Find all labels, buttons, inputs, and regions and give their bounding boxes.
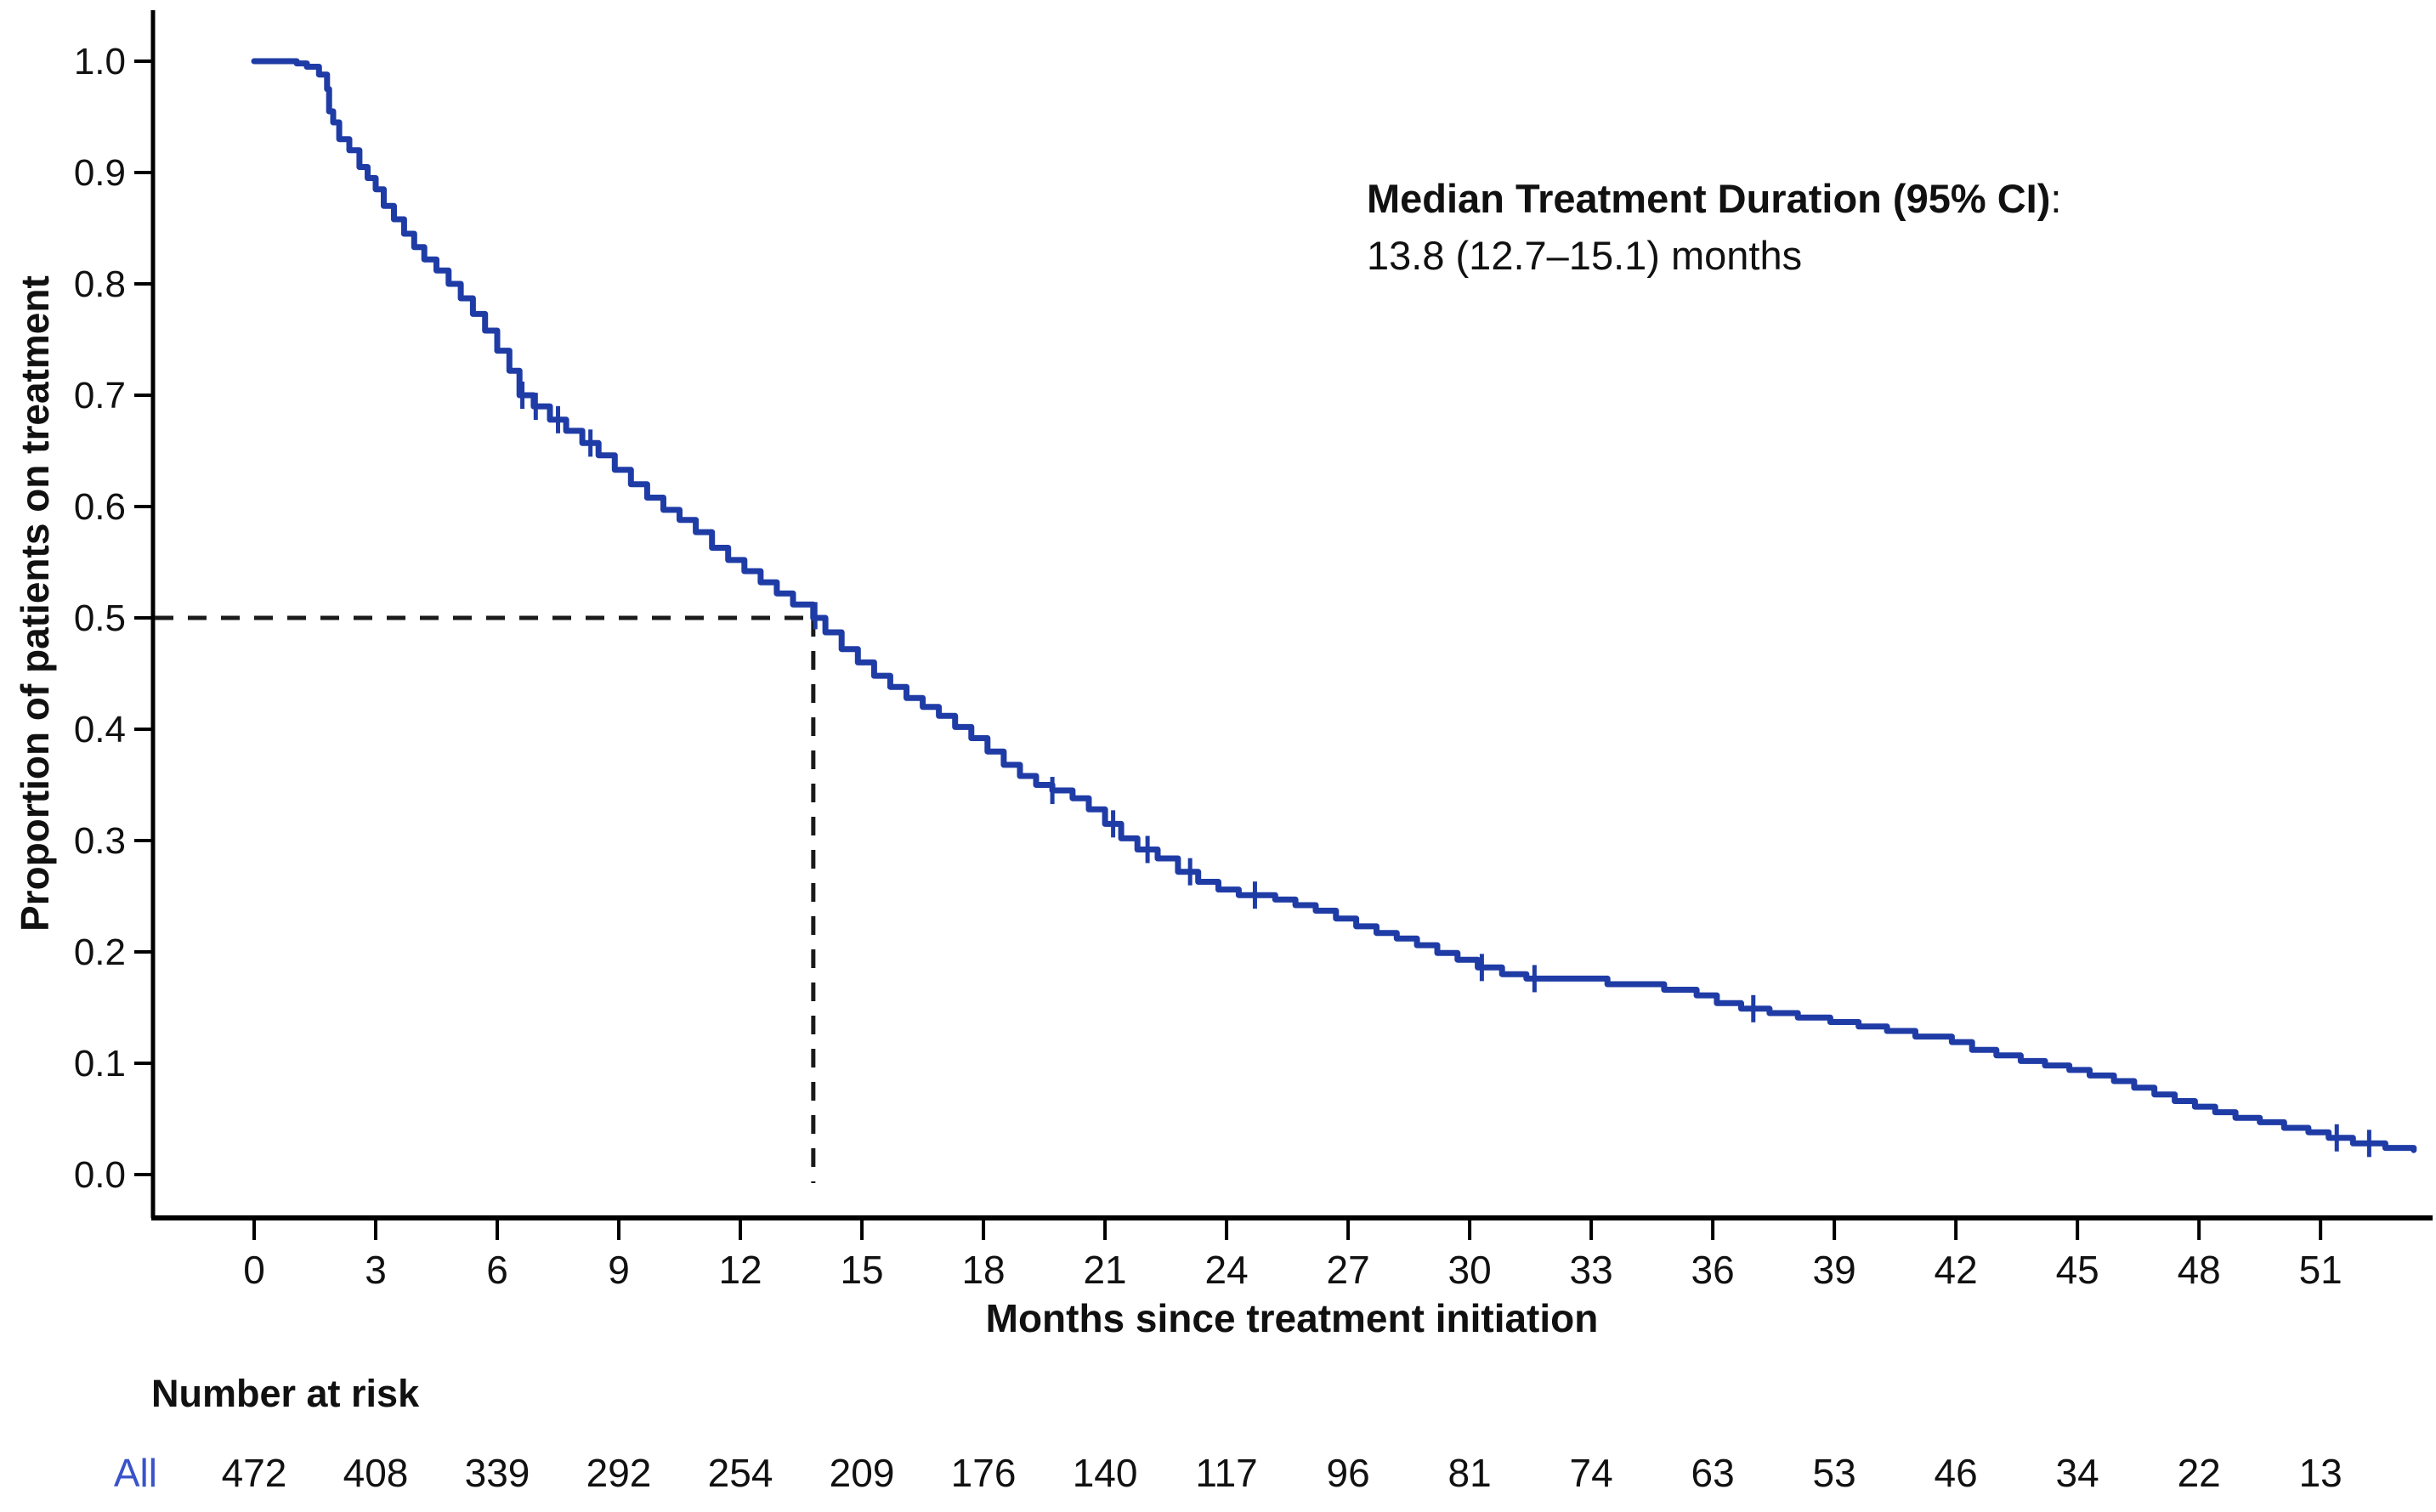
x-tick-label: 3 — [365, 1248, 387, 1292]
x-tick-label: 48 — [2178, 1248, 2221, 1292]
risk-count: 74 — [1569, 1451, 1613, 1495]
risk-count: 63 — [1691, 1451, 1735, 1495]
x-tick-label: 18 — [961, 1248, 1005, 1292]
risk-count: 472 — [221, 1451, 287, 1495]
y-tick-label: 0.2 — [74, 932, 126, 973]
x-tick-label: 15 — [840, 1248, 883, 1292]
x-tick-label: 33 — [1570, 1248, 1613, 1292]
y-tick-label: 1.0 — [74, 41, 126, 82]
number-at-risk-row: All 472 408 339 292 254 209 176 140 117 96 81 74 63 5… — [0, 1450, 2436, 1501]
risk-count: 13 — [2298, 1451, 2343, 1495]
risk-count: 34 — [2055, 1451, 2099, 1495]
risk-count: 81 — [1447, 1451, 1492, 1495]
x-axis-title: Months since treatment initiation — [985, 1296, 1599, 1340]
x-tick-label: 12 — [718, 1248, 762, 1292]
y-tick-label: 0.6 — [74, 486, 126, 528]
y-tick-label: 0.7 — [74, 375, 126, 416]
median-annotation-heading-colon: : — [2050, 176, 2062, 221]
risk-count: 96 — [1326, 1451, 1370, 1495]
y-axis-title: Proportion of patients on treatment — [13, 275, 57, 932]
x-tick-label: 24 — [1204, 1248, 1248, 1292]
y-tick-label: 0.0 — [74, 1154, 126, 1196]
km-curve-all — [251, 58, 2417, 1153]
risk-count: 339 — [464, 1451, 530, 1495]
x-tick-label: 30 — [1448, 1248, 1492, 1292]
risk-count: 408 — [343, 1451, 409, 1495]
median-annotation: Median Treatment Duration (95% CI): 13.8… — [1367, 170, 2061, 284]
x-tick-label: 6 — [486, 1248, 508, 1292]
y-tick-label: 0.1 — [74, 1043, 126, 1084]
x-tick-label: 21 — [1083, 1248, 1126, 1292]
x-tick-label: 27 — [1327, 1248, 1370, 1292]
risk-count: 117 — [1195, 1451, 1258, 1495]
number-at-risk-header: Number at risk — [151, 1372, 420, 1415]
y-tick-label: 0.9 — [74, 152, 126, 194]
x-tick-label: 9 — [608, 1248, 630, 1292]
x-tick-label: 36 — [1691, 1248, 1735, 1292]
y-tick-label: 0.8 — [74, 263, 126, 305]
median-annotation-value: 13.8 (12.7–15.1) months — [1367, 233, 1803, 278]
x-tick-label: 0 — [243, 1248, 265, 1292]
risk-count: 53 — [1812, 1451, 1856, 1495]
risk-count: 140 — [1072, 1451, 1138, 1495]
risk-count: 46 — [1934, 1451, 1978, 1495]
x-tick-label: 42 — [1935, 1248, 1978, 1292]
risk-group-label-all: All — [113, 1451, 157, 1495]
median-annotation-heading-bold: Median Treatment Duration (95% CI) — [1367, 176, 2051, 221]
x-tick-label: 39 — [1813, 1248, 1856, 1292]
risk-count: 254 — [707, 1451, 773, 1495]
y-tick-label: 0.3 — [74, 820, 126, 862]
x-tick-label: 45 — [2056, 1248, 2099, 1292]
risk-count: 176 — [950, 1451, 1017, 1495]
risk-count: 292 — [586, 1451, 652, 1495]
y-tick-label: 0.4 — [74, 709, 126, 750]
risk-count: 22 — [2177, 1451, 2221, 1495]
risk-count: 209 — [829, 1451, 895, 1495]
x-tick-label: 51 — [2299, 1248, 2343, 1292]
y-tick-label: 0.5 — [74, 597, 126, 639]
median-annotation-heading: Median Treatment Duration (95% CI): — [1367, 170, 2061, 227]
